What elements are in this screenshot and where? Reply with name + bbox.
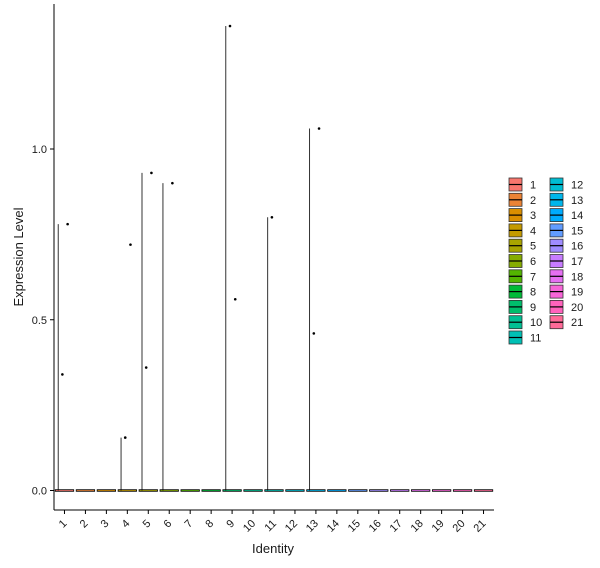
x-tick-label: 21 (471, 518, 488, 535)
violin-4 (117, 489, 137, 492)
violin-17 (390, 489, 410, 492)
x-tick-label: 14 (325, 518, 342, 535)
violins (54, 26, 494, 492)
violin-13 (306, 489, 326, 492)
legend-label-2: 2 (530, 195, 536, 207)
violin-11 (264, 489, 284, 492)
violin-16 (369, 489, 389, 492)
legend-label-9: 9 (530, 302, 536, 314)
x-axis-title: Identity (252, 541, 294, 556)
legend-label-19: 19 (571, 287, 583, 299)
data-point (129, 243, 132, 246)
data-point (312, 332, 316, 335)
data-point (61, 373, 64, 376)
violin-18 (411, 489, 431, 492)
x-tick-label: 2 (78, 518, 91, 531)
x-tick-label: 19 (430, 518, 447, 535)
legend-label-17: 17 (571, 256, 583, 268)
legend-label-12: 12 (571, 180, 583, 192)
violin-21 (473, 489, 494, 492)
violin-1 (54, 489, 75, 492)
violin-2 (75, 489, 96, 492)
axes (53, 4, 494, 511)
legend-label-21: 21 (571, 317, 583, 329)
data-point (123, 436, 127, 439)
x-tick-label: 11 (263, 518, 280, 535)
x-tick-label: 7 (182, 518, 195, 531)
y-tick-label: 1.0 (32, 144, 47, 156)
legend-label-6: 6 (530, 256, 536, 268)
data-point (228, 24, 232, 28)
legend-label-20: 20 (571, 302, 583, 314)
data-point (233, 297, 237, 301)
x-tick-label: 3 (99, 518, 112, 531)
violin-5 (138, 489, 158, 492)
y-tick-label: 0.5 (32, 315, 47, 327)
legend-label-8: 8 (530, 287, 536, 299)
data-point (317, 127, 321, 130)
y-axis-title: Expression Level (11, 207, 26, 306)
legend-label-1: 1 (530, 180, 536, 192)
data-points (61, 24, 321, 439)
x-tick-label: 18 (409, 518, 426, 535)
violin-14 (327, 489, 347, 492)
violin-6 (159, 489, 179, 492)
legend-label-13: 13 (571, 195, 583, 207)
x-tick-label: 4 (120, 518, 133, 531)
legend-label-18: 18 (571, 271, 583, 283)
data-point (66, 222, 69, 226)
violin-8 (201, 489, 221, 492)
legend-label-7: 7 (530, 271, 536, 283)
x-tick-label: 9 (224, 518, 237, 531)
x-tick-label: 12 (283, 518, 300, 535)
violin-20 (452, 489, 473, 492)
legend-label-16: 16 (571, 241, 583, 253)
data-point (270, 216, 274, 219)
violin-7 (180, 489, 200, 492)
x-tick-label: 6 (162, 518, 175, 531)
y-tick-label: 0.0 (32, 486, 47, 498)
data-point (144, 366, 148, 369)
legend-label-11: 11 (530, 333, 541, 345)
y-ticks: 0.0 0.5 1.0 (32, 144, 54, 498)
data-point (150, 171, 153, 175)
x-tick-label: 15 (346, 518, 363, 535)
legend-label-4: 4 (530, 225, 536, 237)
x-tick-label: 13 (304, 518, 321, 535)
x-tick-label: 20 (451, 518, 468, 535)
legend-label-10: 10 (530, 317, 542, 329)
legend-label-15: 15 (571, 225, 583, 237)
x-tick-label: 10 (241, 518, 258, 535)
x-ticks: 1 2 3 4 5 6 7 8 9 10 11 12 13 14 15 16 17 18 19 20 21 (57, 510, 489, 535)
x-tick-label: 5 (141, 518, 154, 531)
violin-15 (348, 489, 368, 492)
data-point (171, 181, 174, 185)
violin-9 (222, 489, 242, 492)
violin-19 (431, 489, 452, 492)
violin-10 (243, 489, 263, 492)
x-tick-label: 17 (388, 518, 405, 535)
violin-3 (96, 489, 116, 492)
legend-label-14: 14 (571, 210, 583, 222)
legend-label-5: 5 (530, 241, 536, 253)
x-tick-label: 1 (57, 518, 70, 531)
legend-label-3: 3 (530, 210, 536, 222)
x-tick-label: 16 (367, 518, 384, 535)
violin-12 (285, 489, 305, 492)
x-tick-label: 8 (203, 518, 216, 531)
